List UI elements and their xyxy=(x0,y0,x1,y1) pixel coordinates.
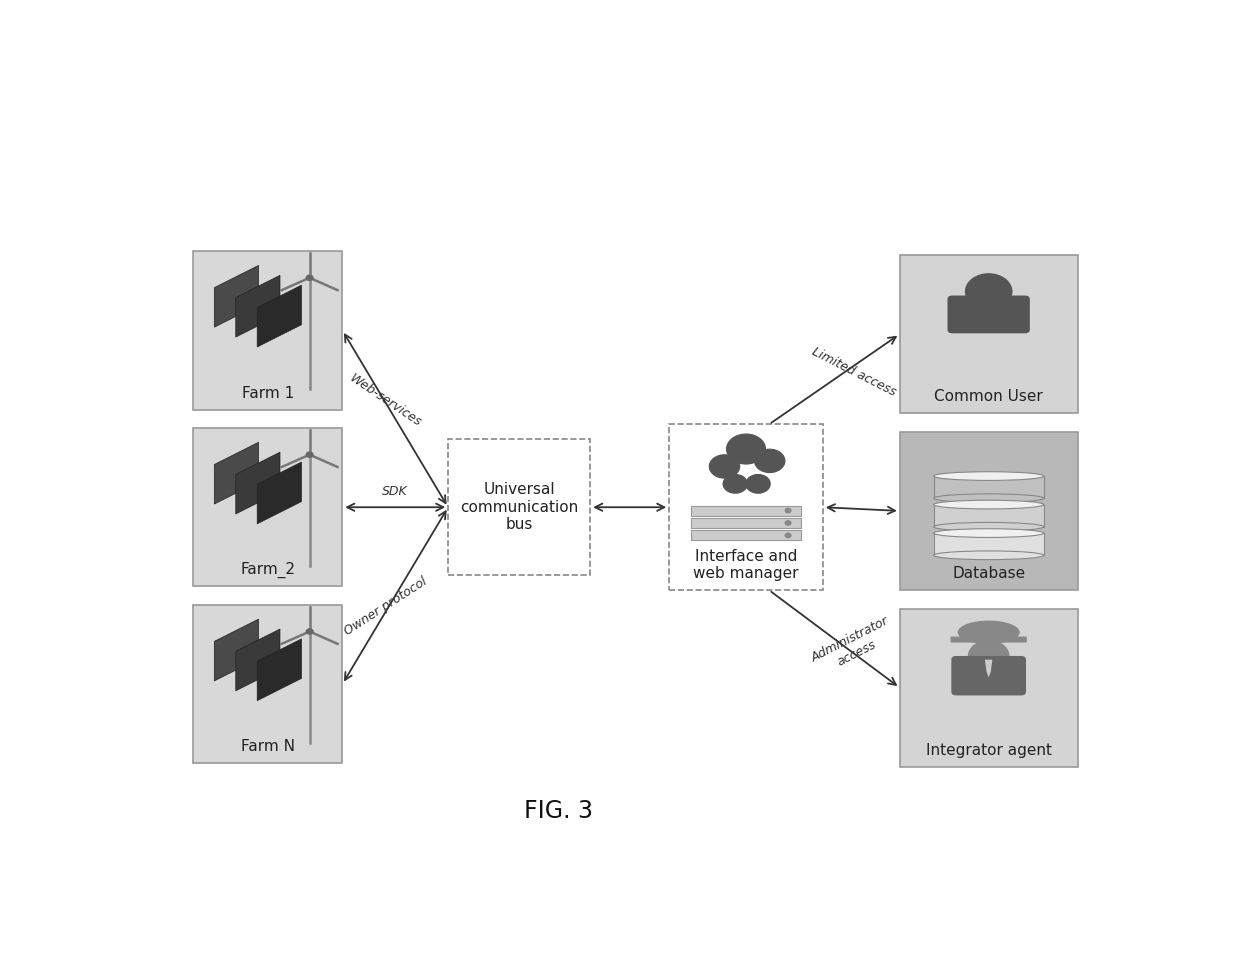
FancyBboxPatch shape xyxy=(947,296,1030,333)
Circle shape xyxy=(709,455,739,478)
FancyBboxPatch shape xyxy=(670,424,823,590)
Text: Integrator agent: Integrator agent xyxy=(926,744,1052,758)
Text: Farm_2: Farm_2 xyxy=(241,562,295,578)
FancyBboxPatch shape xyxy=(193,251,342,410)
FancyBboxPatch shape xyxy=(934,504,1044,526)
Polygon shape xyxy=(257,462,301,523)
FancyBboxPatch shape xyxy=(951,636,1027,642)
Circle shape xyxy=(306,276,312,280)
FancyBboxPatch shape xyxy=(691,505,801,516)
FancyBboxPatch shape xyxy=(951,656,1025,696)
Ellipse shape xyxy=(934,551,1044,560)
Circle shape xyxy=(966,274,1012,309)
FancyBboxPatch shape xyxy=(691,530,801,541)
Circle shape xyxy=(727,434,765,464)
Polygon shape xyxy=(236,629,280,691)
Circle shape xyxy=(746,475,770,493)
Polygon shape xyxy=(257,285,301,347)
Text: Limited access: Limited access xyxy=(810,345,898,399)
Text: Universal
communication
bus: Universal communication bus xyxy=(460,482,578,532)
Circle shape xyxy=(723,475,748,493)
Polygon shape xyxy=(215,265,258,327)
Ellipse shape xyxy=(934,494,1044,502)
Polygon shape xyxy=(236,452,280,514)
Circle shape xyxy=(785,508,791,513)
FancyBboxPatch shape xyxy=(193,605,342,764)
Polygon shape xyxy=(985,659,992,678)
Polygon shape xyxy=(236,276,280,337)
Polygon shape xyxy=(257,639,301,701)
FancyBboxPatch shape xyxy=(900,432,1078,590)
Text: SDK: SDK xyxy=(382,484,408,498)
Text: Database: Database xyxy=(952,567,1025,581)
Polygon shape xyxy=(215,619,258,681)
Ellipse shape xyxy=(934,528,1044,538)
Circle shape xyxy=(755,450,785,473)
Text: Common User: Common User xyxy=(934,389,1043,405)
FancyBboxPatch shape xyxy=(691,518,801,528)
Text: FIG. 3: FIG. 3 xyxy=(525,799,593,823)
Circle shape xyxy=(785,533,791,538)
FancyBboxPatch shape xyxy=(193,428,342,587)
Text: Farm 1: Farm 1 xyxy=(242,386,294,401)
FancyBboxPatch shape xyxy=(934,533,1044,555)
Circle shape xyxy=(306,629,312,634)
Ellipse shape xyxy=(934,501,1044,509)
Circle shape xyxy=(968,640,1009,672)
Ellipse shape xyxy=(934,523,1044,531)
Text: Owner protocol: Owner protocol xyxy=(342,575,429,638)
Ellipse shape xyxy=(934,472,1044,480)
FancyBboxPatch shape xyxy=(900,609,1078,767)
FancyBboxPatch shape xyxy=(900,255,1078,413)
Text: Administrator
access: Administrator access xyxy=(810,614,898,679)
Polygon shape xyxy=(215,442,258,504)
Circle shape xyxy=(785,521,791,525)
FancyBboxPatch shape xyxy=(934,476,1044,499)
Circle shape xyxy=(306,452,312,457)
Ellipse shape xyxy=(957,620,1019,644)
Text: Interface and
web manager: Interface and web manager xyxy=(693,549,799,581)
Text: Farm N: Farm N xyxy=(241,740,295,754)
Text: Web-services: Web-services xyxy=(347,371,424,430)
FancyBboxPatch shape xyxy=(448,439,590,575)
